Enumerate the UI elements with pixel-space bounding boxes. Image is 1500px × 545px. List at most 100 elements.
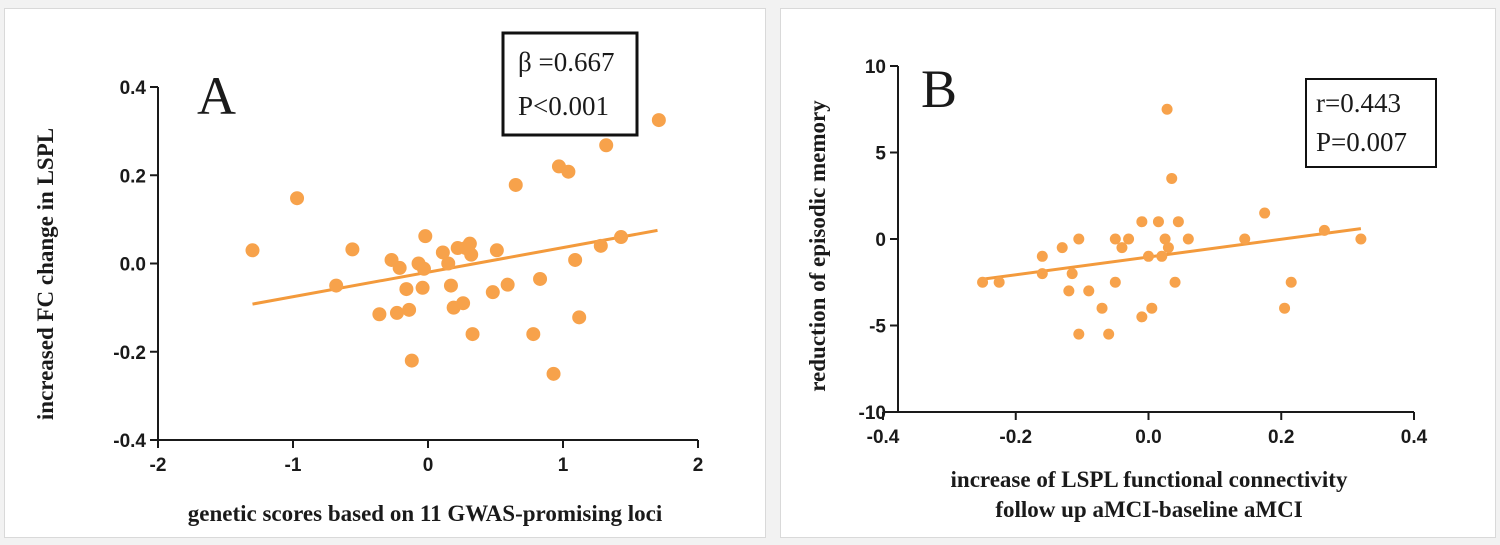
y-tick-label-a: 0.2	[120, 166, 146, 187]
data-point-b	[1136, 216, 1148, 228]
data-point-a	[485, 285, 500, 300]
x-tick-label-a: -1	[285, 455, 302, 476]
stat-p-a: P<0.001	[518, 91, 609, 121]
data-point-b	[1259, 207, 1271, 219]
data-point-a	[651, 113, 666, 128]
data-point-a	[329, 278, 344, 293]
data-point-b	[1036, 250, 1048, 262]
regression-line-a	[252, 228, 658, 306]
data-point-b	[1063, 285, 1075, 297]
x-axis-title-a: genetic scores based on 11 GWAS-promisin…	[188, 501, 663, 526]
x-tick-label-b: 0.2	[1268, 427, 1294, 448]
data-point-a	[599, 138, 614, 153]
x-tick-label-a: 2	[693, 455, 704, 476]
y-axis-title-a: increased FC change in LSPL	[33, 128, 58, 420]
data-point-a	[572, 310, 587, 325]
x-tick-label-a: 0	[423, 455, 434, 476]
x-tick-label-a: -2	[150, 455, 167, 476]
data-point-b	[1152, 216, 1164, 228]
data-point-b	[1123, 233, 1135, 245]
data-point-a	[389, 305, 404, 320]
data-point-b	[993, 276, 1005, 288]
data-point-a	[415, 280, 430, 295]
panel-label-a: A	[197, 66, 236, 126]
data-point-a	[546, 366, 561, 381]
data-point-b	[1146, 302, 1158, 314]
data-point-b	[977, 276, 989, 288]
y-tick-label-a: -0.2	[113, 343, 146, 364]
panel-b: B r=0.443 P=0.007 increase of LSPL funct…	[780, 8, 1496, 538]
x-axis-title-b-line1: increase of LSPL functional connectivity	[951, 467, 1348, 492]
data-point-a	[399, 282, 414, 297]
stats-box-a	[501, 31, 639, 137]
data-point-b	[1136, 311, 1148, 323]
panel-label-b: B	[921, 59, 957, 119]
x-tick-label-b: 0.4	[1401, 427, 1428, 448]
y-tick-label-b: -5	[869, 317, 886, 338]
data-point-b	[1109, 233, 1121, 245]
data-point-a	[614, 230, 629, 245]
stats-box-b	[1305, 78, 1437, 168]
data-point-b	[1182, 233, 1194, 245]
data-point-b	[1166, 172, 1178, 184]
data-point-b	[1103, 328, 1115, 340]
data-point-a	[500, 277, 515, 292]
data-point-b	[1161, 103, 1173, 115]
y-tick-label-b: 5	[875, 144, 886, 165]
data-point-b	[1156, 250, 1168, 262]
data-point-a	[533, 271, 548, 286]
data-point-a	[402, 302, 417, 317]
stat-p-b: P=0.007	[1316, 127, 1407, 157]
x-tick-label-b: 0.0	[1135, 427, 1161, 448]
data-point-b	[1162, 242, 1174, 254]
data-point-b	[1169, 276, 1181, 288]
y-axis-title-b: reduction of episodic memory	[805, 100, 830, 392]
regression-line-b	[979, 227, 1362, 282]
data-point-b	[1083, 285, 1095, 297]
x-tick-label-b: -0.4	[867, 427, 900, 448]
data-point-a	[392, 260, 407, 275]
x-tick-label-a: 1	[558, 455, 569, 476]
data-point-a	[441, 256, 456, 271]
data-point-a	[290, 191, 305, 206]
data-point-a	[443, 278, 458, 293]
data-point-b	[1159, 233, 1171, 245]
data-point-b	[1318, 224, 1330, 236]
data-point-a	[345, 242, 360, 257]
data-point-b	[1073, 328, 1085, 340]
y-tick-label-a: 0.4	[120, 78, 147, 99]
x-tick-label-b: -0.2	[999, 427, 1032, 448]
data-point-a	[568, 252, 583, 267]
y-tick-label-b: -10	[859, 403, 886, 424]
y-tick-label-a: -0.4	[113, 431, 146, 452]
data-point-b	[1036, 268, 1048, 280]
scatter-plot-a: A β =0.667 P<0.001 genetic scores based …	[33, 31, 704, 526]
y-tick-label-a: 0.0	[120, 255, 146, 276]
data-point-a	[465, 327, 480, 342]
scatter-plot-b: B r=0.443 P=0.007 increase of LSPL funct…	[805, 57, 1437, 522]
data-point-b	[1239, 233, 1251, 245]
stat-beta: β =0.667	[518, 47, 614, 77]
data-point-a	[418, 229, 433, 244]
data-point-a	[464, 247, 479, 262]
data-point-b	[1355, 233, 1367, 245]
data-point-a	[435, 245, 450, 260]
stat-r: r=0.443	[1316, 88, 1401, 118]
data-point-b	[1285, 276, 1297, 288]
data-point-a	[404, 353, 419, 368]
panel-a: A β =0.667 P<0.001 genetic scores based …	[4, 8, 766, 538]
data-point-a	[372, 307, 387, 322]
data-point-a	[561, 164, 576, 179]
data-point-b	[1109, 276, 1121, 288]
data-point-a	[508, 177, 523, 192]
data-point-b	[1096, 302, 1108, 314]
data-point-a	[489, 243, 504, 258]
data-point-a	[456, 296, 471, 311]
data-point-b	[1172, 216, 1184, 228]
y-tick-label-b: 0	[875, 230, 886, 251]
data-point-a	[526, 327, 541, 342]
data-point-b	[1066, 268, 1078, 280]
x-axis-title-b-line2: follow up aMCI-baseline aMCI	[995, 497, 1302, 522]
data-point-a	[416, 261, 431, 276]
y-tick-label-b: 10	[865, 57, 886, 78]
